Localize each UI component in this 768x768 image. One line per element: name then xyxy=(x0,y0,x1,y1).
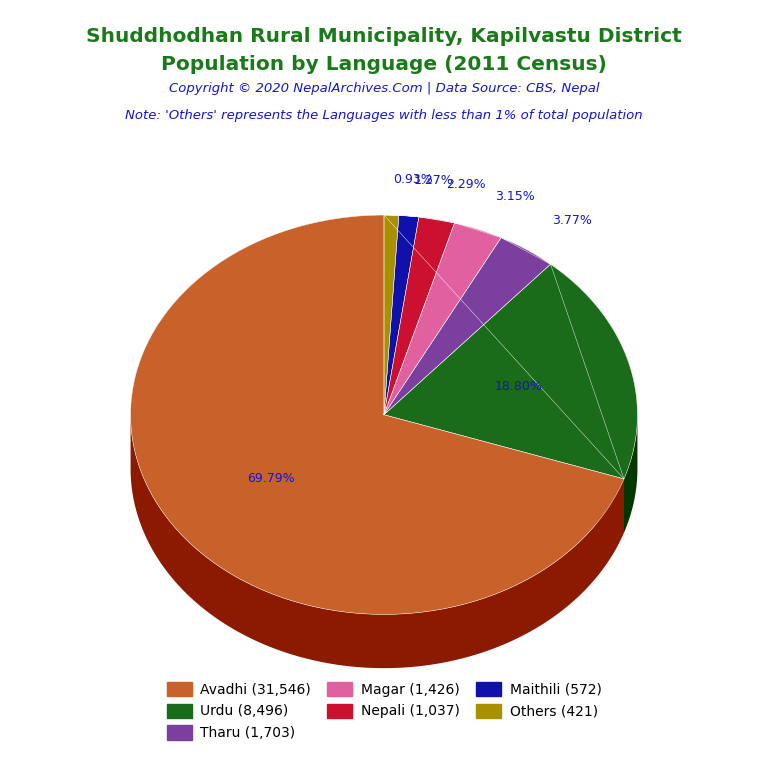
Polygon shape xyxy=(384,415,624,533)
Text: 1.27%: 1.27% xyxy=(413,174,453,187)
Polygon shape xyxy=(384,223,502,415)
Polygon shape xyxy=(131,417,624,668)
Text: Note: 'Others' represents the Languages with less than 1% of total population: Note: 'Others' represents the Languages … xyxy=(125,109,643,122)
Text: 3.77%: 3.77% xyxy=(552,214,592,227)
Text: 69.79%: 69.79% xyxy=(247,472,294,485)
Polygon shape xyxy=(384,215,399,415)
Text: 18.80%: 18.80% xyxy=(495,379,542,392)
Polygon shape xyxy=(384,217,455,415)
Text: 0.93%: 0.93% xyxy=(392,173,432,186)
Polygon shape xyxy=(384,264,637,479)
Polygon shape xyxy=(384,215,419,415)
Text: 2.29%: 2.29% xyxy=(446,177,486,190)
Text: Population by Language (2011 Census): Population by Language (2011 Census) xyxy=(161,55,607,74)
Text: Copyright © 2020 NepalArchives.Com | Data Source: CBS, Nepal: Copyright © 2020 NepalArchives.Com | Dat… xyxy=(169,82,599,95)
Text: Shuddhodhan Rural Municipality, Kapilvastu District: Shuddhodhan Rural Municipality, Kapilvas… xyxy=(86,27,682,46)
Text: 3.15%: 3.15% xyxy=(495,190,535,203)
Polygon shape xyxy=(384,415,624,533)
Legend: Avadhi (31,546), Urdu (8,496), Tharu (1,703), Magar (1,426), Nepali (1,037), Mai: Avadhi (31,546), Urdu (8,496), Tharu (1,… xyxy=(161,677,607,746)
Polygon shape xyxy=(384,237,551,415)
Polygon shape xyxy=(624,415,637,533)
Polygon shape xyxy=(131,215,624,614)
